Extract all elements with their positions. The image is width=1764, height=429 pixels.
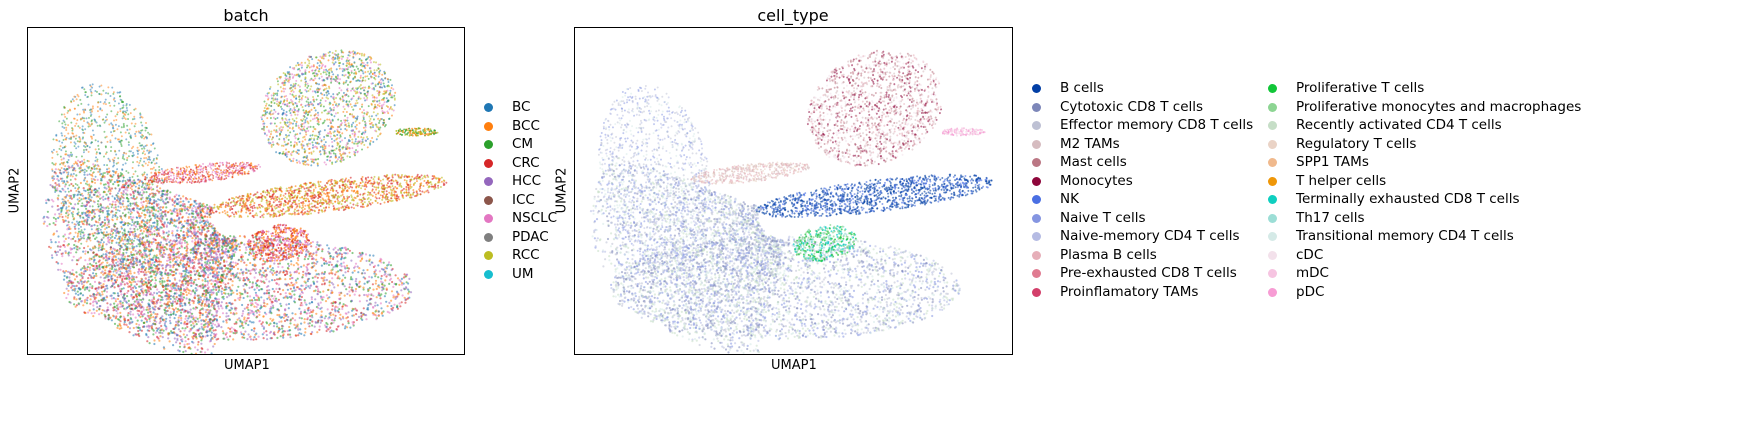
legend-marker: [1268, 102, 1277, 112]
legend-label: PDAC: [512, 228, 549, 246]
legend-marker: [484, 158, 493, 168]
legend-label: CRC: [512, 154, 540, 172]
point-cluster: [395, 127, 439, 137]
legend-marker: [1268, 269, 1277, 278]
umap-plot-batch: [27, 27, 465, 355]
point-cluster: [143, 161, 262, 185]
legend-marker: [1032, 250, 1041, 260]
legend-label: Plasma B cells: [1060, 246, 1157, 264]
x-axis-label-batch: UMAP1: [224, 358, 270, 373]
legend-marker: [484, 103, 493, 112]
legend-label: BCC: [512, 117, 540, 135]
point-cluster: [63, 235, 413, 341]
legend-label: Pre-exhausted CD8 T cells: [1060, 264, 1237, 282]
point-cluster: [50, 83, 165, 273]
legend-marker: [1032, 102, 1041, 112]
legend-marker: [1268, 84, 1277, 93]
legend-marker: [1032, 287, 1041, 297]
legend-label: Transitional memory CD4 T cells: [1296, 227, 1514, 245]
point-cluster: [610, 235, 961, 341]
point-cluster: [755, 173, 993, 219]
legend-marker: [1032, 213, 1041, 223]
legend-marker: [1032, 232, 1041, 241]
legend-label: Regulatory T cells: [1296, 135, 1416, 153]
legend-label: Naive-memory CD4 T cells: [1060, 227, 1240, 245]
legend-label: UM: [512, 265, 534, 283]
legend-label: Effector memory CD8 T cells: [1060, 116, 1253, 134]
legend-marker: [1032, 139, 1041, 149]
x-axis-label-cell-type: UMAP1: [771, 358, 817, 373]
umap-scatter-cell-type: [589, 49, 993, 354]
umap-scatter-batch: [42, 49, 448, 354]
legend-label: Terminally exhausted CD8 T cells: [1296, 190, 1520, 208]
legend-marker: [484, 269, 493, 279]
point-cluster: [597, 84, 712, 272]
legend-marker: [1268, 195, 1277, 204]
legend-marker: [484, 232, 493, 242]
point-cluster: [806, 49, 943, 167]
legend-label: Proliferative monocytes and macrophages: [1296, 98, 1581, 116]
point-cluster: [941, 127, 986, 137]
legend-cell-type-col1: B cells Cytotoxic CD8 T cells Effector mem…: [1032, 79, 1262, 309]
legend-label: T helper cells: [1296, 172, 1386, 190]
chart-title-batch: batch: [146, 6, 346, 25]
legend-label: Proliferative T cells: [1296, 79, 1424, 97]
chart-title-cell-type: cell_type: [693, 6, 893, 25]
legend-label: pDC: [1296, 283, 1324, 301]
legend-label: NK: [1060, 190, 1079, 208]
legend-label: cDC: [1296, 246, 1323, 264]
legend-label: Monocytes: [1060, 172, 1133, 190]
legend-marker: [1268, 158, 1277, 167]
y-axis-label-cell-type: UMAP2: [555, 166, 570, 216]
legend-label: mDC: [1296, 264, 1329, 282]
legend-label: Th17 cells: [1296, 209, 1365, 227]
legend-marker: [1268, 232, 1277, 241]
legend-marker: [1268, 287, 1277, 297]
legend-batch: BC BCC CM CRC HCC ICC NSCLC PDAC RCC UM: [484, 98, 584, 288]
legend-label: CM: [512, 135, 533, 153]
legend-label: ICC: [512, 191, 535, 209]
legend-label: BC: [512, 98, 530, 116]
legend-label: M2 TAMs: [1060, 135, 1120, 153]
legend-marker: [1268, 121, 1277, 130]
legend-marker: [1032, 158, 1041, 167]
legend-label: Naive T cells: [1060, 209, 1146, 227]
legend-marker: [1032, 195, 1041, 204]
point-cluster: [690, 161, 811, 185]
legend-marker: [484, 140, 493, 149]
legend-label: Mast cells: [1060, 153, 1127, 171]
legend-marker: [1032, 121, 1041, 130]
legend-label: Proinflamatory TAMs: [1060, 283, 1198, 301]
point-cluster: [246, 223, 311, 262]
legend-label: NSCLC: [512, 209, 557, 227]
legend-label: Recently activated CD4 T cells: [1296, 116, 1502, 134]
point-cluster: [792, 223, 858, 263]
legend-marker: [1032, 176, 1041, 186]
legend-label: RCC: [512, 246, 540, 264]
legend-marker: [484, 195, 493, 205]
legend-marker: [1032, 84, 1041, 93]
legend-marker: [1268, 250, 1277, 260]
legend-marker: [1268, 139, 1277, 149]
umap-plot-cell-type: [574, 27, 1013, 355]
legend-marker: [484, 251, 493, 260]
legend-marker: [484, 177, 493, 186]
legend-label: SPP1 TAMs: [1296, 153, 1369, 171]
legend-cell-type-col2: Proliferative T cells Proliferative monoc…: [1268, 79, 1581, 309]
legend-label: HCC: [512, 172, 541, 190]
y-axis-label-batch: UMAP2: [8, 166, 23, 216]
legend-label: B cells: [1060, 79, 1104, 97]
point-cluster: [260, 49, 397, 167]
legend-marker: [1032, 269, 1041, 278]
legend-marker: [1268, 213, 1277, 223]
legend-marker: [484, 121, 493, 131]
legend-label: Cytotoxic CD8 T cells: [1060, 98, 1203, 116]
legend-marker: [484, 214, 493, 223]
point-cluster: [209, 173, 448, 219]
legend-marker: [1268, 176, 1277, 186]
